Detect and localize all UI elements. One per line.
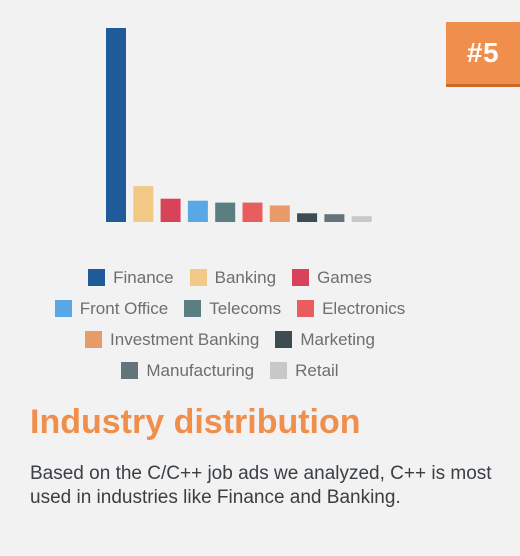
legend-item-finance: Finance [88,267,174,288]
legend-item-electronics: Electronics [297,299,405,319]
legend-label: Retail [295,360,339,380]
legend-swatch [121,362,139,379]
legend-row: Front Office Telecoms Electronics [0,293,460,324]
legend-item-banking: Banking [189,267,277,288]
bar-banking [133,186,154,222]
bar-telecoms [215,202,236,222]
bar-chart [106,28,372,222]
legend-label: Front Office [79,298,169,318]
legend-swatch [275,331,293,348]
rank-badge: #5 [446,22,520,84]
legend-swatch [270,362,288,379]
legend-label: Investment Banking [110,329,260,349]
legend-item-telecoms: Telecoms [184,299,281,319]
bar-front-office [187,200,208,222]
bar-finance [106,28,126,222]
legend-swatch [292,269,310,286]
legend-item-investment-banking: Investment Banking [85,330,259,350]
legend-label: Finance [113,267,174,287]
legend-swatch [85,331,103,348]
legend-item-marketing: Marketing [275,330,375,350]
section-title: Industry distribution [30,403,361,441]
legend-swatch [189,269,207,286]
legend-label: Telecoms [209,298,282,318]
legend-label: Manufacturing [146,360,255,380]
legend-item-manufacturing: Manufacturing [121,361,254,381]
legend-label: Electronics [322,298,406,318]
legend-swatch [184,300,202,317]
legend-item-front-office: Front Office [54,298,169,319]
bar-games [160,198,181,222]
legend-item-retail: Retail [270,360,339,381]
legend-label: Games [317,267,372,287]
bar-investment-banking [269,205,290,222]
legend-label: Banking [214,267,277,287]
legend-row: Manufacturing Retail [0,355,460,386]
legend-row: Finance Banking Games [0,262,460,293]
legend-item-games: Games [292,268,372,288]
legend-row: Investment Banking Marketing [0,324,460,355]
section-description: Based on the C/C++ job ads we analyzed, … [30,463,492,508]
legend-label: Marketing [300,329,375,349]
bar-retail [351,216,372,222]
legend-swatch [297,300,315,317]
legend-swatch [54,300,72,317]
chart-legend: Finance Banking Games Front Office Telecoms E… [0,262,460,386]
bar-electronics [242,202,263,222]
bar-manufacturing [324,214,345,222]
legend-swatch [88,269,106,286]
bar-marketing [297,213,318,222]
